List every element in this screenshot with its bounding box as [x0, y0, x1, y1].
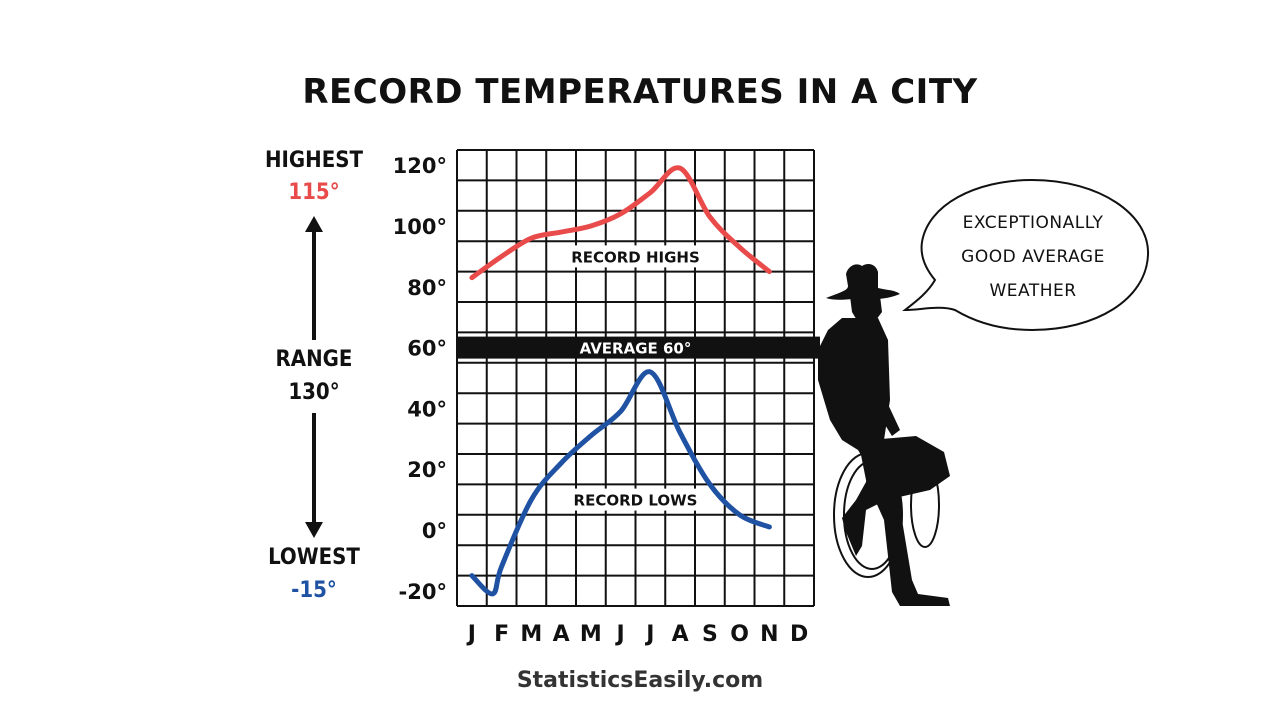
- x-tick-label: O: [730, 622, 749, 647]
- x-tick-label: M: [520, 622, 542, 647]
- speech-line: WEATHER: [989, 281, 1077, 301]
- record-highs-label: RECORD HIGHS: [571, 248, 700, 266]
- chart-title: RECORD TEMPERATURES IN A CITY: [302, 72, 978, 112]
- record-lows-label: RECORD LOWS: [574, 492, 698, 510]
- x-tick-label: J: [644, 622, 654, 647]
- chart-grid: [456, 149, 815, 607]
- y-tick-label: 120°: [393, 154, 447, 178]
- record-lows-line: [469, 369, 772, 597]
- highest-label: HIGHEST: [264, 148, 363, 173]
- lowest-label: LOWEST: [268, 545, 360, 570]
- y-tick-label: 0°: [422, 519, 447, 543]
- x-tick-label: A: [553, 622, 570, 647]
- x-tick-label: D: [790, 622, 808, 647]
- average-band: AVERAGE 60°: [457, 336, 820, 359]
- speech-line: EXCEPTIONALLY: [962, 213, 1104, 233]
- y-tick-label: 100°: [393, 215, 447, 239]
- series-label-bg: [571, 488, 700, 511]
- x-tick-label: J: [466, 622, 476, 647]
- speech-line: GOOD AVERAGE: [961, 247, 1105, 267]
- y-tick-label: 60°: [407, 337, 447, 361]
- x-tick-label: M: [580, 622, 602, 647]
- series-label-bg: [571, 245, 700, 268]
- speech-bubble-text: EXCEPTIONALLY GOOD AVERAGE WEATHER: [940, 206, 1126, 308]
- average-band-bar: [457, 336, 820, 359]
- y-tick-label: 40°: [407, 397, 447, 421]
- range-value: 130°: [288, 380, 340, 405]
- x-tick-label: F: [494, 622, 509, 647]
- y-tick-label: 80°: [407, 276, 447, 300]
- lowest-value: -15°: [291, 578, 337, 603]
- site-footer: StatisticsEasily.com: [516, 668, 764, 693]
- x-tick-label: A: [672, 622, 689, 647]
- y-tick-label: 20°: [407, 458, 447, 482]
- x-tick-label: J: [615, 622, 625, 647]
- x-tick-label: S: [702, 622, 718, 647]
- x-tick-label: N: [760, 622, 778, 647]
- speech-bubble: [902, 178, 1150, 332]
- average-band-label: AVERAGE 60°: [580, 340, 692, 358]
- chart-series: [469, 165, 772, 597]
- y-tick-label: -20°: [399, 580, 447, 604]
- chart-labels: 120°100°80°60°40°20°0°-20°J F M A M J J A S O N DRE…: [393, 154, 809, 647]
- highest-value: 115°: [288, 180, 340, 205]
- range-label: RANGE: [275, 347, 353, 372]
